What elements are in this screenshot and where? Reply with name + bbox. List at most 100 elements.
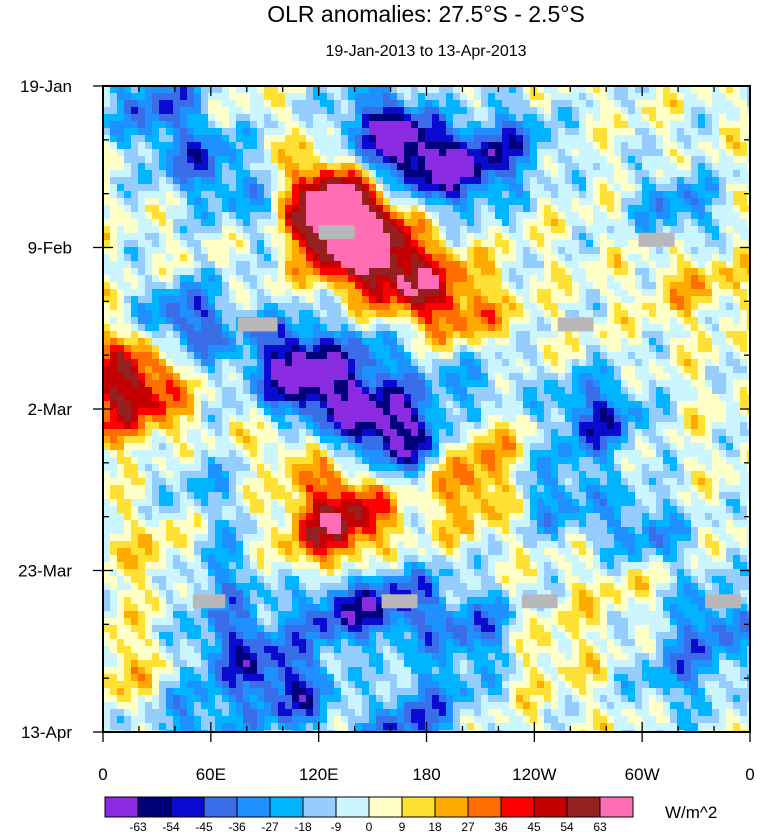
heatmap-cell (299, 240, 307, 248)
heatmap-cell (593, 324, 601, 332)
heatmap-cell (453, 268, 461, 276)
heatmap-cell (551, 450, 559, 458)
heatmap-cell (537, 331, 545, 339)
heatmap-cell (138, 233, 146, 241)
heatmap-cell (180, 100, 188, 108)
heatmap-cell (621, 226, 629, 234)
heatmap-cell (425, 296, 433, 304)
heatmap-cell (229, 191, 237, 199)
heatmap-cell (313, 93, 321, 101)
heatmap-cell (187, 121, 195, 129)
heatmap-cell (663, 261, 671, 269)
heatmap-cell (292, 254, 300, 262)
heatmap-cell (131, 303, 139, 311)
heatmap-cell (719, 177, 727, 185)
heatmap-cell (551, 114, 559, 122)
heatmap-cell (313, 170, 321, 178)
heatmap-cell (684, 205, 692, 213)
heatmap-cell (579, 205, 587, 213)
heatmap-cell (166, 296, 174, 304)
heatmap-cell (607, 394, 615, 402)
heatmap-cell (677, 408, 685, 416)
heatmap-cell (474, 457, 482, 465)
heatmap-cell (299, 254, 307, 262)
heatmap-cell (579, 310, 587, 318)
heatmap-cell (173, 394, 181, 402)
heatmap-cell (565, 289, 573, 297)
heatmap-cell (481, 422, 489, 430)
heatmap-cell (369, 324, 377, 332)
heatmap-cell (397, 289, 405, 297)
heatmap-cell (551, 261, 559, 269)
heatmap-cell (670, 408, 678, 416)
heatmap-cell (733, 275, 741, 283)
heatmap-cell (607, 373, 615, 381)
heatmap-cell (453, 135, 461, 143)
heatmap-cell (446, 170, 454, 178)
heatmap-cell (138, 184, 146, 192)
heatmap-cell (446, 156, 454, 164)
heatmap-cell (376, 93, 384, 101)
heatmap-cell (614, 345, 622, 353)
heatmap-cell (180, 247, 188, 255)
heatmap-cell (551, 436, 559, 444)
heatmap-cell (271, 450, 279, 458)
heatmap-cell (229, 268, 237, 276)
heatmap-cell (425, 289, 433, 297)
heatmap-cell (117, 317, 125, 325)
heatmap-cell (117, 296, 125, 304)
heatmap-cell (474, 233, 482, 241)
heatmap-cell (656, 275, 664, 283)
heatmap-cell (460, 149, 468, 157)
heatmap-cell (299, 191, 307, 199)
heatmap-cell (600, 184, 608, 192)
heatmap-cell (306, 149, 314, 157)
heatmap-cell (292, 457, 300, 465)
heatmap-cell (425, 128, 433, 136)
heatmap-cell (460, 387, 468, 395)
heatmap-cell (110, 240, 118, 248)
heatmap-cell (691, 373, 699, 381)
heatmap-cell (565, 450, 573, 458)
heatmap-cell (579, 86, 587, 94)
heatmap-cell (383, 114, 391, 122)
heatmap-cell (425, 170, 433, 178)
heatmap-cell (439, 457, 447, 465)
heatmap-cell (404, 219, 412, 227)
heatmap-cell (649, 331, 657, 339)
heatmap-cell (747, 128, 750, 136)
heatmap-cell (558, 408, 566, 416)
heatmap-cell (453, 177, 461, 185)
heatmap-cell (369, 156, 377, 164)
heatmap-cell (124, 352, 132, 360)
heatmap-cell (376, 282, 384, 290)
heatmap-cell (684, 331, 692, 339)
heatmap-cell (530, 170, 538, 178)
heatmap-cell (299, 422, 307, 430)
heatmap-cell (145, 394, 153, 402)
heatmap-cell (733, 415, 741, 423)
heatmap-cell (586, 331, 594, 339)
heatmap-cell (642, 282, 650, 290)
heatmap-cell (712, 142, 720, 150)
heatmap-cell (362, 198, 370, 206)
heatmap-cell (124, 422, 132, 430)
heatmap-cell (278, 457, 286, 465)
heatmap-cell (663, 338, 671, 346)
heatmap-cell (103, 254, 111, 262)
heatmap-cell (355, 86, 363, 94)
heatmap-cell (607, 352, 615, 360)
heatmap-cell (215, 359, 223, 367)
heatmap-cell (467, 170, 475, 178)
heatmap-cell (320, 289, 328, 297)
heatmap-cell (740, 219, 748, 227)
heatmap-cell (733, 107, 741, 115)
heatmap-cell (621, 114, 629, 122)
heatmap-cell (278, 415, 286, 423)
heatmap-cell (551, 373, 559, 381)
heatmap-cell (523, 121, 531, 129)
heatmap-cell (621, 352, 629, 360)
heatmap-cell (159, 331, 167, 339)
heatmap-cell (649, 261, 657, 269)
heatmap-cell (481, 86, 489, 94)
